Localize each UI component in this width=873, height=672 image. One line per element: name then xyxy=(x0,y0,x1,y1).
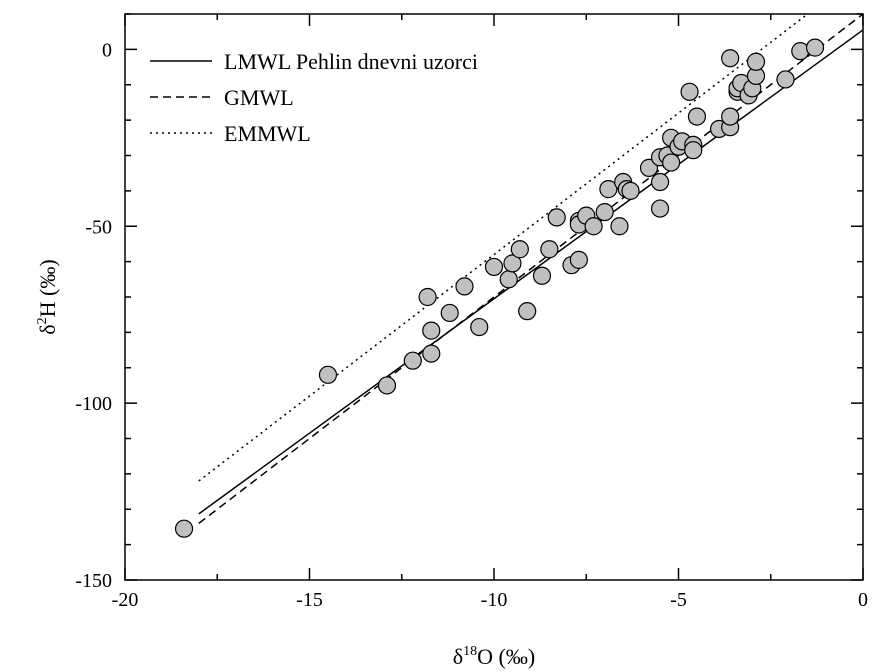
x-tick-label: -5 xyxy=(670,589,687,611)
data-point xyxy=(650,199,670,218)
legend-label: GMWL xyxy=(224,85,294,110)
y-tick-label: -50 xyxy=(85,216,112,238)
data-point xyxy=(721,107,740,126)
x-tick-label: -15 xyxy=(296,589,323,611)
line-lmwl-pehlin-dnevni-uzorci xyxy=(198,29,864,515)
data-point xyxy=(639,158,659,177)
data-point xyxy=(440,303,459,323)
data-point xyxy=(318,365,338,384)
data-point xyxy=(518,302,537,321)
data-point xyxy=(569,250,588,269)
data-point xyxy=(532,266,552,285)
legend-label: LMWL Pehlin dnevni uzorci xyxy=(224,49,478,74)
y-tick-label: 0 xyxy=(102,39,112,61)
data-point xyxy=(610,217,629,236)
data-point xyxy=(776,70,795,89)
data-point xyxy=(422,344,441,363)
data-point xyxy=(510,240,529,259)
x-tick-label: 0 xyxy=(858,589,868,611)
data-points xyxy=(174,38,825,538)
data-point xyxy=(721,49,740,68)
data-point xyxy=(418,287,437,307)
data-point xyxy=(499,270,518,289)
data-point xyxy=(599,180,618,199)
x-tick-label: -10 xyxy=(481,589,508,611)
line-emmwl xyxy=(198,13,809,482)
data-point xyxy=(684,141,703,160)
legend-label: EMMWL xyxy=(224,121,311,146)
data-point xyxy=(662,153,681,172)
data-point xyxy=(422,321,441,340)
data-point xyxy=(547,208,566,227)
x-tick-label: -20 xyxy=(112,589,139,611)
x-axis-title: δ18O (‰) xyxy=(453,644,535,669)
data-point xyxy=(746,52,766,71)
data-point xyxy=(377,376,397,395)
data-point xyxy=(484,257,504,277)
data-point xyxy=(650,172,670,192)
data-point xyxy=(403,351,422,370)
data-point xyxy=(680,82,699,101)
data-point xyxy=(791,42,810,61)
y-tick-label: -150 xyxy=(75,570,112,592)
y-tick-label: -100 xyxy=(75,393,112,415)
data-point xyxy=(805,38,825,57)
data-point xyxy=(687,107,707,126)
line-gmwl xyxy=(198,13,864,524)
data-point xyxy=(584,217,603,236)
data-point xyxy=(540,240,559,259)
data-point xyxy=(455,277,474,296)
data-point xyxy=(621,181,640,200)
data-point xyxy=(470,317,489,337)
data-point xyxy=(174,519,194,538)
regression-lines xyxy=(198,13,864,524)
legend: LMWL Pehlin dnevni uzorci GMWL EMMWL xyxy=(150,49,478,146)
data-point xyxy=(503,254,522,273)
data-point xyxy=(595,203,614,222)
y-axis-title: δ2H (‰) xyxy=(35,259,60,334)
axis-ticks xyxy=(124,13,864,581)
axis-tick-labels: -20 -15 -10 -5 0-150-100-500 xyxy=(75,39,868,611)
